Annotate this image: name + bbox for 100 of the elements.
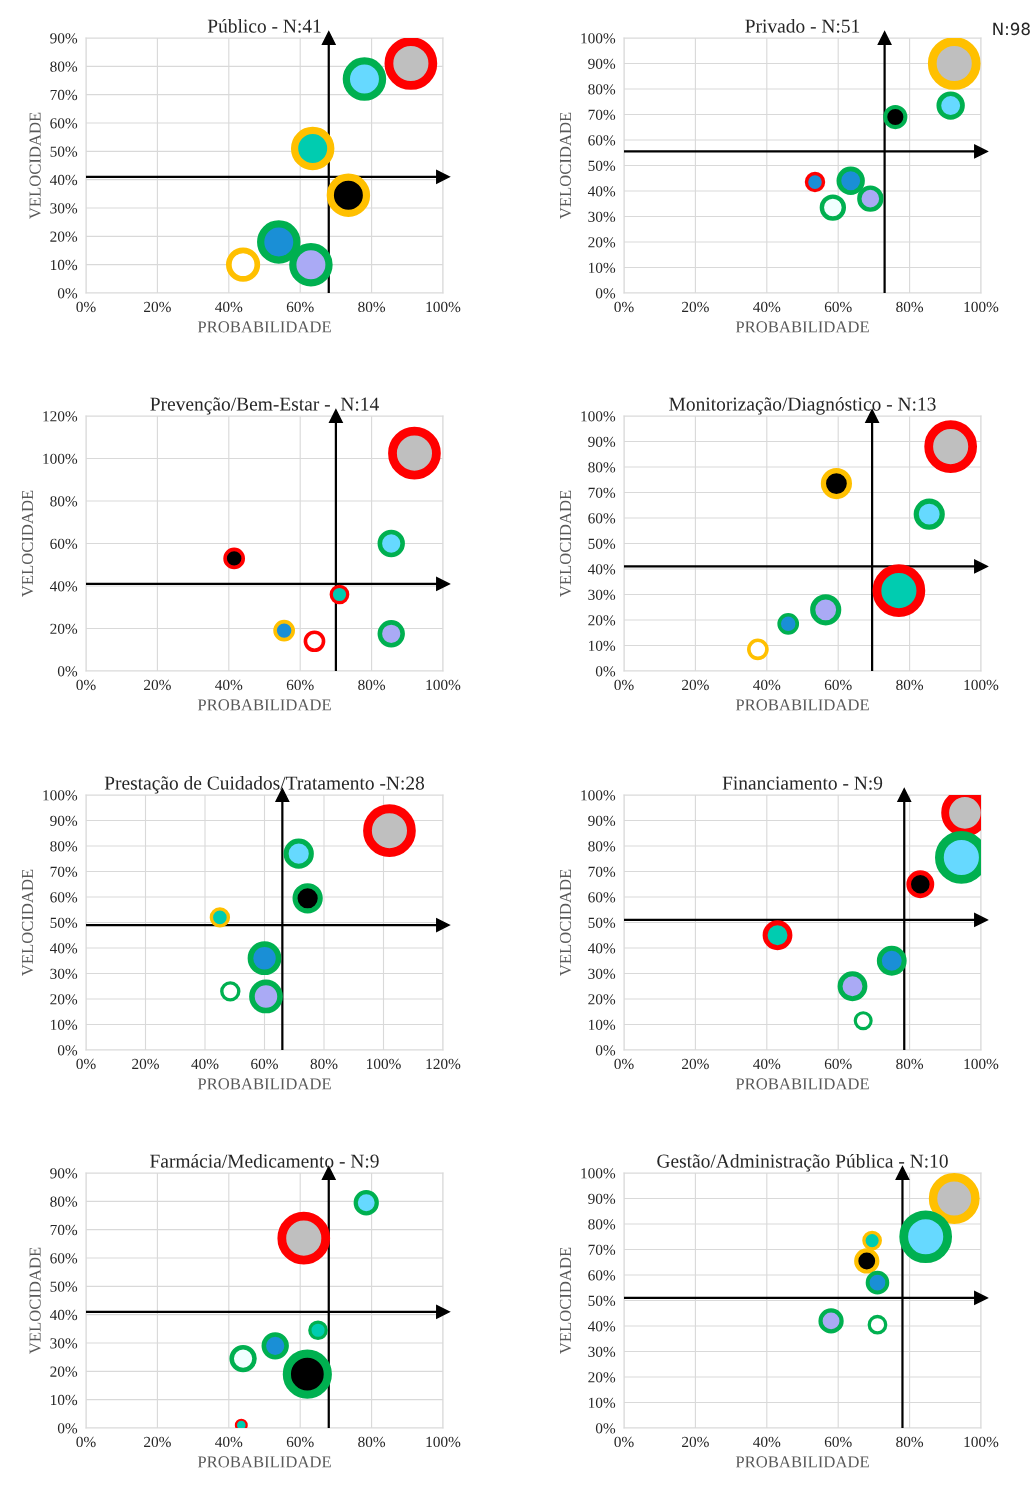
- x-tick-label: 20%: [144, 679, 171, 691]
- chart-title: Privado - N:51: [745, 18, 860, 33]
- x-tick-label: 100%: [964, 301, 999, 313]
- x-tick-label: 40%: [215, 301, 243, 313]
- x-axis-title: PROBABILIDADE: [735, 1078, 869, 1090]
- y-tick-label: 10%: [51, 1394, 78, 1406]
- y-axis-title: VELOCIDADE: [29, 1247, 41, 1355]
- x-tick-label: 100%: [426, 1436, 461, 1448]
- x-tick-label: 0%: [614, 1058, 634, 1070]
- y-tick-label: 20%: [50, 623, 78, 634]
- y-tick-label: 30%: [588, 211, 616, 222]
- y-tick-label: 10%: [51, 1019, 78, 1030]
- x-tick-label: 20%: [144, 301, 171, 313]
- x-tick-label: 40%: [215, 679, 243, 691]
- y-tick-label: 0%: [595, 288, 616, 299]
- y-tick-label: 20%: [588, 615, 616, 626]
- x-tick-label: 80%: [896, 1436, 924, 1448]
- x-tick-label: 0%: [614, 1436, 634, 1448]
- y-tick-label: 40%: [49, 174, 78, 186]
- y-tick-label: 50%: [588, 538, 616, 549]
- x-tick-label: 40%: [215, 1436, 243, 1448]
- y-tick-label: 90%: [588, 815, 616, 826]
- y-tick-label: 40%: [587, 564, 616, 575]
- y-tick-label: 30%: [588, 968, 616, 979]
- y-tick-label: 40%: [587, 943, 616, 954]
- y-tick-label: 80%: [588, 1219, 616, 1230]
- y-tick-label: 70%: [588, 487, 616, 498]
- y-tick-label: 90%: [588, 1193, 616, 1204]
- x-tick-label: 40%: [191, 1058, 219, 1070]
- y-axis-title: VELOCIDADE: [559, 1247, 572, 1355]
- y-tick-label: 70%: [588, 866, 616, 877]
- y-axis-title: VELOCIDADE: [21, 869, 34, 977]
- y-tick-label: 60%: [50, 1253, 78, 1264]
- chart-title: Prevenção/Bem-Estar - N:14: [150, 397, 379, 415]
- y-tick-label: 90%: [588, 58, 616, 69]
- x-tick-label: 0%: [76, 301, 96, 313]
- x-tick-label: 20%: [682, 1058, 709, 1070]
- y-tick-label: 0%: [595, 666, 616, 677]
- y-tick-label: 30%: [50, 1338, 78, 1349]
- chart-title: Público - N:41: [207, 18, 321, 33]
- x-tick-label: 100%: [426, 679, 461, 691]
- y-tick-label: 20%: [588, 237, 616, 248]
- y-axis-title: VELOCIDADE: [559, 869, 572, 977]
- x-tick-label: 80%: [896, 1058, 924, 1070]
- y-axis-title: VELOCIDADE: [21, 490, 34, 598]
- x-tick-label: 40%: [753, 301, 781, 313]
- y-tick-label: 30%: [588, 589, 616, 600]
- x-tick-label: 20%: [682, 1436, 709, 1448]
- y-tick-label: 70%: [50, 866, 78, 877]
- y-tick-label: 40%: [49, 581, 78, 592]
- x-tick-label: 60%: [824, 301, 852, 313]
- x-tick-label: 80%: [896, 301, 924, 313]
- x-tick-label: 40%: [753, 1058, 781, 1070]
- x-tick-label: 60%: [824, 1436, 852, 1448]
- y-tick-label: 100%: [581, 1168, 616, 1179]
- y-axis-title: VELOCIDADE: [559, 112, 572, 220]
- y-tick-label: 80%: [50, 1196, 78, 1207]
- x-tick-label: 80%: [358, 1436, 386, 1448]
- y-axis-title: VELOCIDADE: [29, 112, 41, 220]
- x-tick-label: 0%: [76, 679, 96, 691]
- chart-title: Monitorização/Diagnóstico - N:13: [669, 396, 936, 415]
- x-tick-label: 100%: [964, 679, 999, 691]
- x-tick-label: 0%: [76, 1058, 96, 1070]
- y-tick-label: 60%: [50, 118, 78, 129]
- y-tick-label: 60%: [50, 892, 78, 903]
- y-tick-label: 40%: [49, 943, 78, 954]
- y-tick-label: 80%: [50, 841, 78, 852]
- y-tick-label: 80%: [588, 84, 616, 95]
- x-axis-title: PROBABILIDADE: [197, 1456, 331, 1468]
- y-tick-label: 60%: [588, 135, 616, 146]
- y-tick-label: 120%: [43, 411, 78, 422]
- y-tick-label: 100%: [581, 33, 616, 44]
- y-tick-label: 80%: [50, 496, 78, 507]
- chart-title: Gestão/Administração Pública - N:10: [657, 1153, 948, 1172]
- chart-title: Prestação de Cuidados/Tratamento -N:28: [104, 775, 425, 794]
- x-tick-label: 40%: [753, 679, 781, 691]
- x-tick-label: 120%: [426, 1058, 461, 1070]
- y-tick-label: 0%: [57, 1423, 78, 1434]
- y-tick-label: 80%: [588, 462, 616, 473]
- x-tick-label: 20%: [144, 1436, 171, 1448]
- y-tick-label: 90%: [50, 815, 78, 826]
- y-tick-label: 30%: [50, 203, 78, 214]
- y-tick-label: 20%: [50, 1366, 78, 1377]
- x-axis-title: PROBABILIDADE: [197, 1078, 331, 1090]
- y-tick-label: 0%: [57, 288, 78, 299]
- y-tick-label: 20%: [50, 994, 78, 1005]
- x-tick-label: 100%: [367, 1058, 401, 1070]
- y-tick-label: 60%: [588, 1270, 616, 1281]
- y-tick-label: 50%: [50, 1281, 78, 1292]
- y-tick-label: 10%: [51, 259, 78, 271]
- x-tick-label: 60%: [286, 301, 314, 313]
- x-tick-label: 60%: [286, 679, 314, 691]
- y-tick-label: 80%: [588, 841, 616, 852]
- y-tick-label: 40%: [587, 186, 616, 197]
- x-axis-title: PROBABILIDADE: [197, 699, 331, 711]
- x-tick-label: 60%: [251, 1058, 278, 1070]
- x-tick-label: 0%: [76, 1436, 96, 1448]
- y-tick-label: 10%: [589, 1019, 616, 1030]
- y-tick-label: 20%: [588, 994, 616, 1005]
- x-axis-title: PROBABILIDADE: [197, 321, 331, 333]
